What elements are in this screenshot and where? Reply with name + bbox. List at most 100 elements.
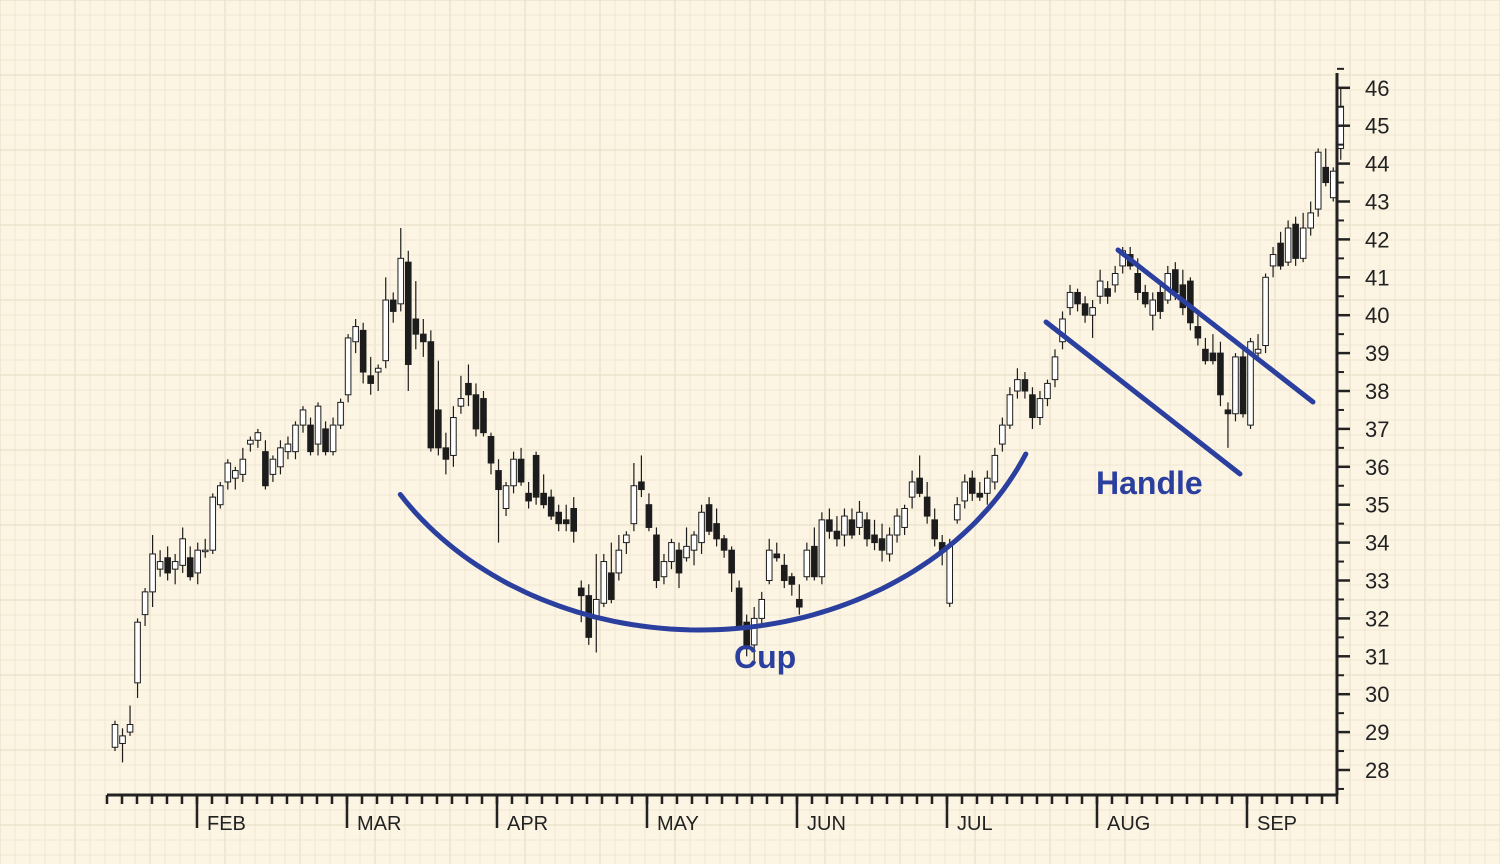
candle-body-up (600, 561, 608, 604)
candle-body-down (878, 538, 886, 551)
candle (247, 436, 254, 452)
candle-body-down (1239, 356, 1247, 415)
candle (517, 447, 525, 486)
candle (968, 470, 976, 501)
candle-body-down (788, 576, 796, 585)
candle-body-up (277, 447, 284, 468)
candle-body-down (487, 435, 495, 464)
candle-body-down (931, 519, 938, 540)
y-tick-label: 37 (1365, 417, 1389, 442)
candle-body-up (908, 481, 916, 498)
x-tick-label: FEB (207, 813, 246, 835)
candle-body-up (194, 549, 202, 574)
candle-body-up (450, 417, 457, 456)
candle (322, 421, 329, 456)
candle-body-up (1299, 227, 1307, 259)
candle (570, 497, 578, 543)
candle-body-up (698, 511, 705, 544)
candle-body-down (1277, 242, 1284, 267)
candle (758, 591, 766, 626)
candle (1269, 246, 1277, 278)
candle-body-up (119, 735, 126, 744)
candle (683, 527, 690, 562)
candle-body-up (1044, 382, 1051, 400)
candle (427, 330, 435, 452)
candle (344, 334, 352, 403)
candle (698, 504, 705, 554)
candle (780, 553, 788, 589)
candle-body-up (457, 398, 465, 407)
candle (457, 375, 465, 414)
candles (111, 87, 1345, 763)
candle-body-up (946, 545, 954, 604)
candle (510, 451, 517, 494)
candle (826, 508, 833, 539)
candle (374, 364, 382, 391)
candle (841, 508, 848, 547)
candle (886, 527, 893, 562)
y-tick-label: 40 (1365, 303, 1389, 328)
candle-body-down (555, 511, 562, 525)
candle (1277, 231, 1284, 270)
candle (156, 550, 164, 577)
candle (209, 493, 217, 554)
x-tick-label: JUN (807, 813, 846, 835)
candle-body-up (224, 462, 232, 483)
candle-body-down (412, 318, 420, 335)
candle (487, 432, 495, 475)
candle (1217, 341, 1224, 407)
y-tick-label: 31 (1365, 644, 1389, 669)
candle (134, 618, 141, 698)
candle (788, 572, 796, 596)
axes: FEB MAR APR MAY JUN JUL AUG SEP 28 29 30 31 32 33 34 3… (105, 67, 1389, 835)
y-axis-ticks: 28 29 30 31 32 33 34 35 36 37 38 39 40 41 42 43 44 45 46 (1337, 67, 1389, 790)
candle-body-down (570, 507, 578, 532)
candle (856, 500, 863, 536)
candle-body-down (728, 549, 735, 574)
candle (811, 527, 818, 581)
x-tick-label: APR (507, 813, 548, 835)
candle (743, 614, 750, 657)
y-tick-label: 43 (1365, 190, 1389, 215)
candle-body-up (1149, 299, 1157, 316)
candle (1329, 167, 1337, 202)
candle-body-up (1314, 151, 1322, 210)
candle-body-up (1232, 356, 1239, 415)
candle-body-down (773, 553, 781, 559)
candle-body-down (675, 549, 683, 574)
candle-body-down (1156, 291, 1164, 312)
candle-body-up (991, 454, 999, 483)
candle (931, 508, 938, 547)
candle (976, 481, 984, 501)
candle-body-down (653, 534, 660, 582)
candle (352, 318, 359, 354)
candle (893, 508, 901, 543)
candle (1036, 391, 1044, 426)
candle (1096, 269, 1104, 304)
y-tick-label: 39 (1365, 341, 1389, 366)
candle-body-up (337, 401, 344, 426)
x-tick-label: JUL (957, 813, 993, 835)
candle-body-down (1074, 291, 1081, 305)
candle (149, 535, 156, 608)
candle-body-down (796, 598, 803, 608)
candle (292, 421, 299, 460)
candle (728, 546, 735, 592)
candle (668, 538, 675, 570)
candle (991, 447, 999, 490)
candle-body-up (126, 724, 134, 733)
candle-body-up (292, 424, 299, 453)
candle-body-down (480, 398, 487, 434)
candle (1044, 379, 1051, 407)
candle (984, 470, 991, 505)
candle (284, 436, 292, 460)
candle (600, 553, 608, 608)
y-tick-label: 35 (1365, 493, 1389, 518)
candle-body-down (442, 447, 450, 460)
candle-body-down (976, 492, 984, 498)
candle-body-down (743, 621, 750, 650)
candle-body-up (502, 485, 510, 509)
candle (630, 463, 638, 532)
